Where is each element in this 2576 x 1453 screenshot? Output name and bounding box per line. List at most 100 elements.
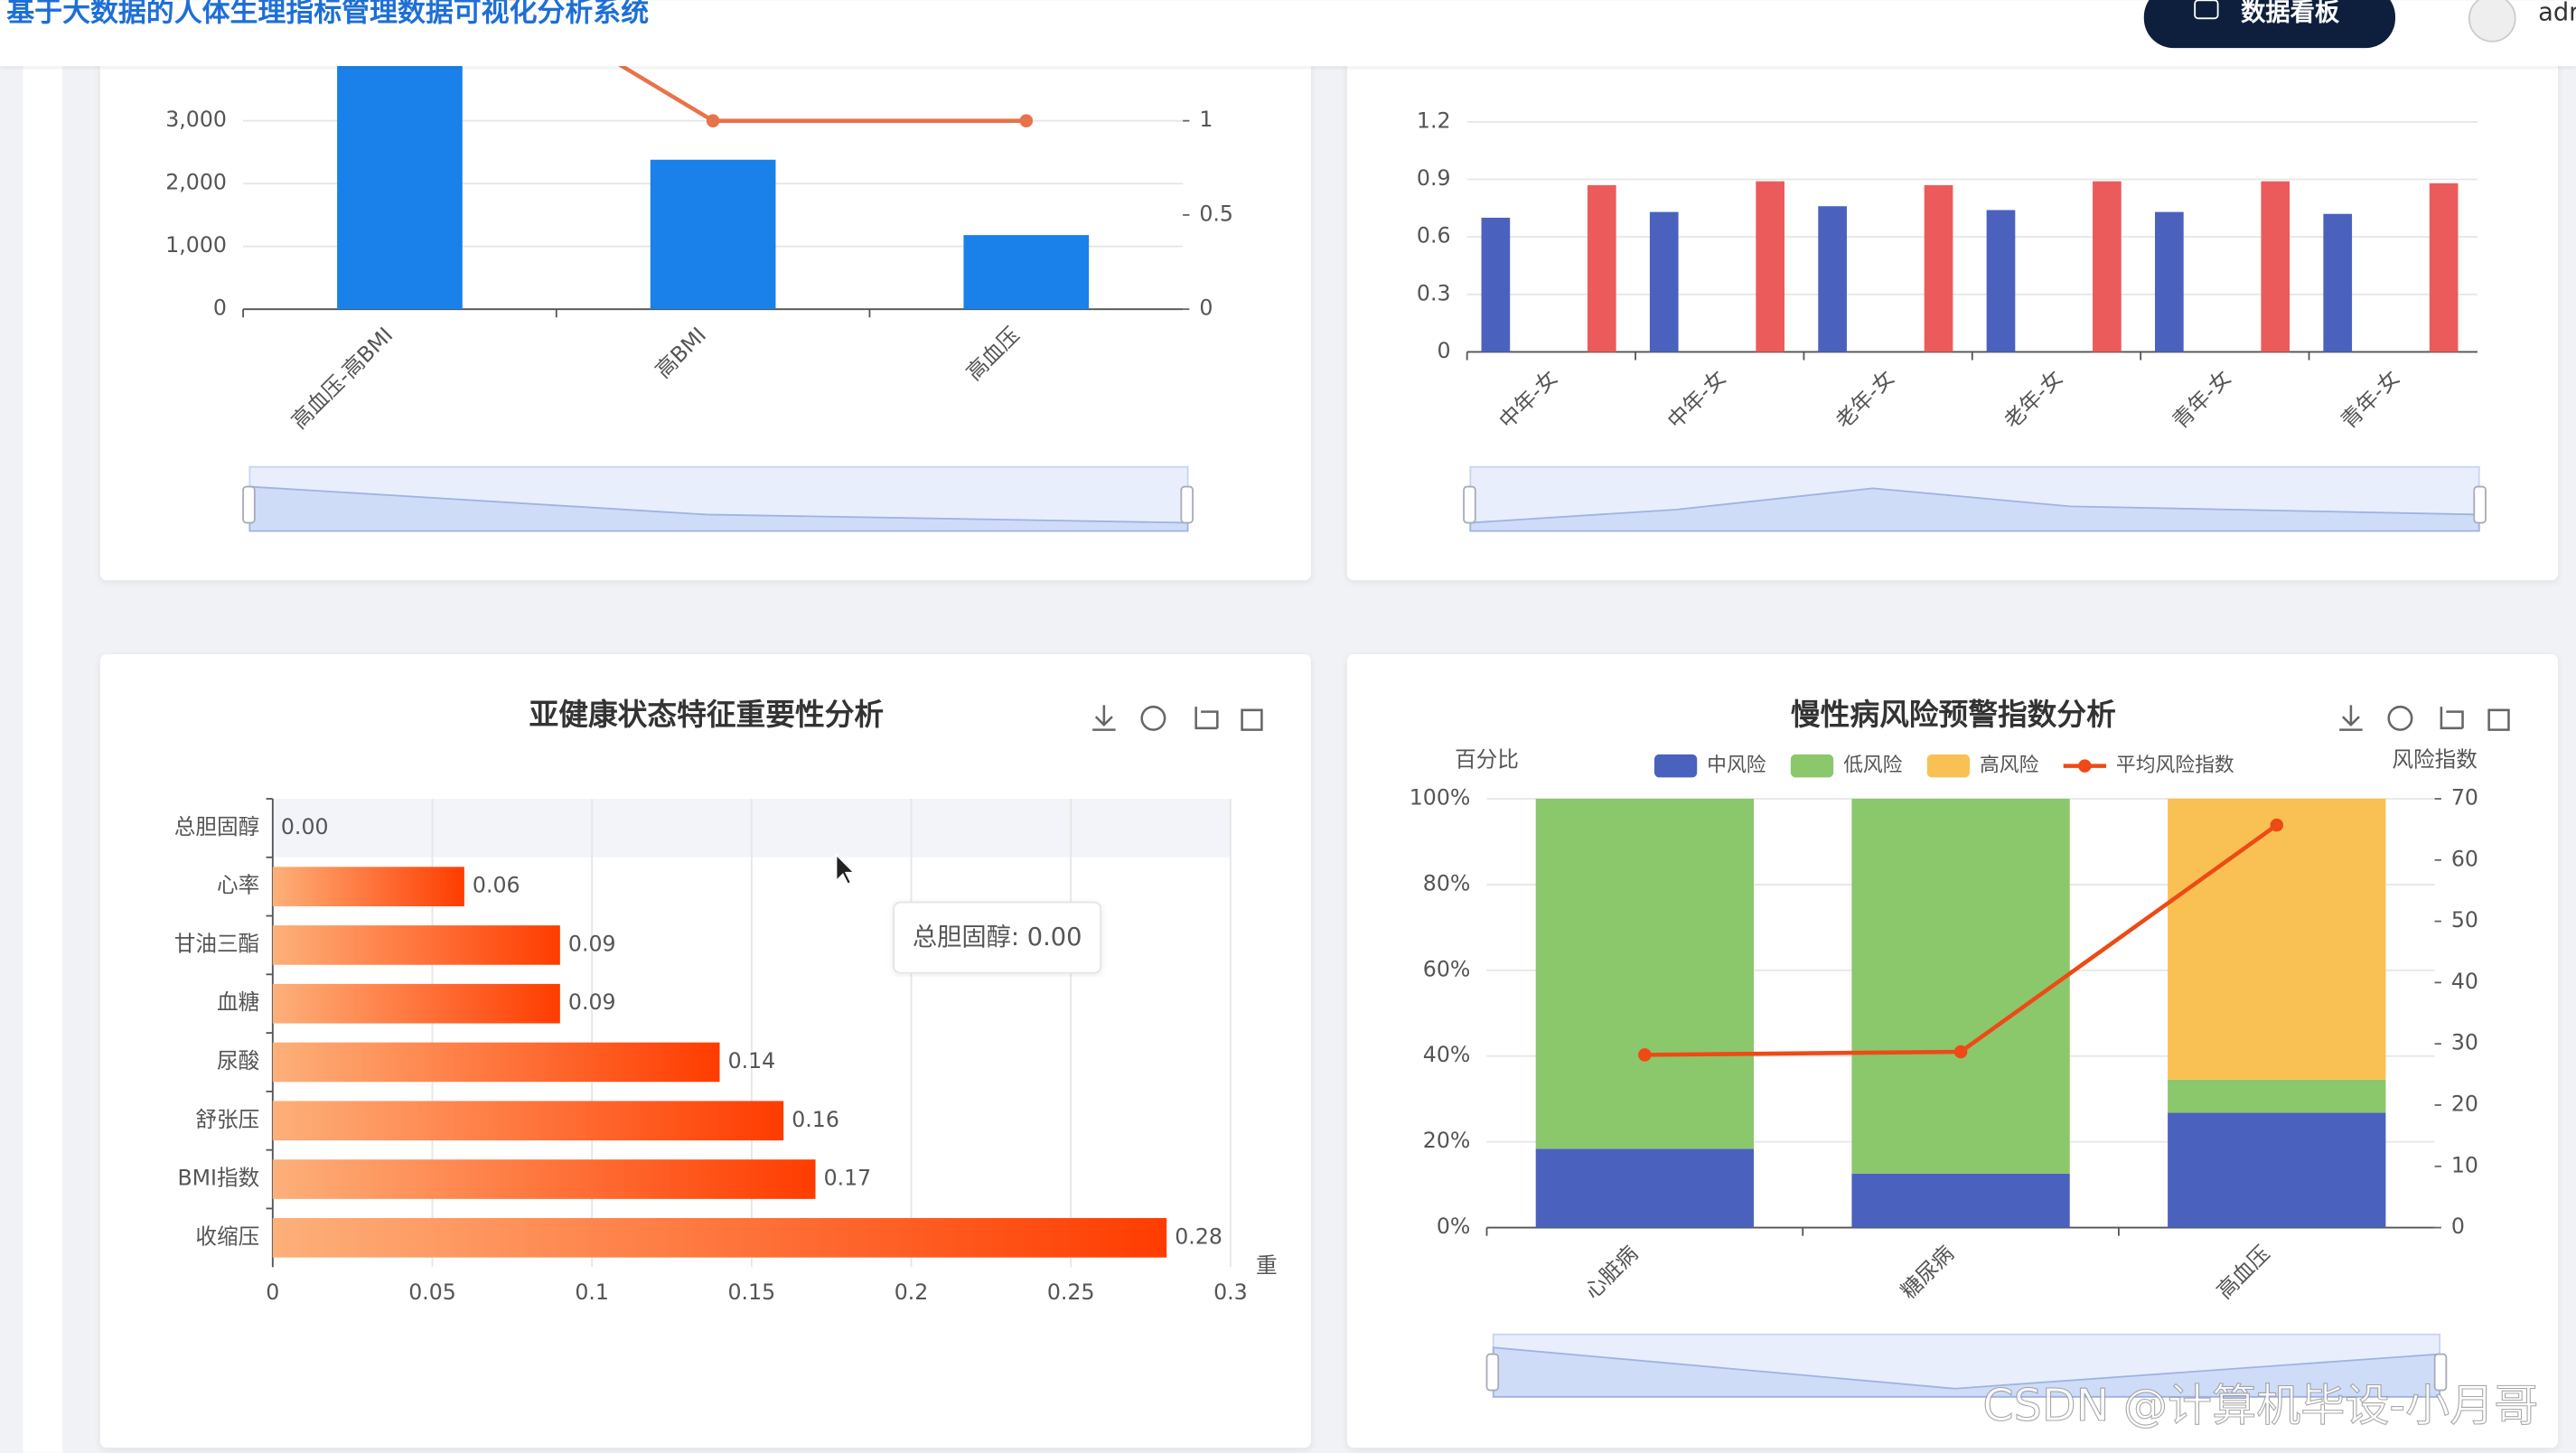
y-tick-label: 60% [1423, 956, 1471, 981]
zoom-handle[interactable] [2473, 485, 2487, 524]
y-axis-name: 百分比 [1455, 747, 1519, 773]
bar [1535, 799, 1755, 1149]
refresh-icon[interactable] [2387, 705, 2413, 731]
chart: 0% 20% 40% 60% 80% 100% 0 10 20 30 40 50 60 70 百分比 风险指数… [1410, 747, 2478, 1304]
y2-tick-label: 0 [1199, 295, 1213, 321]
dashboard-button[interactable] [2143, 0, 2395, 49]
y-tick-label: 80% [1423, 870, 1471, 895]
bar [272, 867, 464, 906]
save-icon[interactable] [1092, 705, 1116, 731]
restore-icon[interactable] [1241, 708, 1263, 731]
data-label: 0.09 [568, 989, 616, 1015]
y-tick-label: 0 [213, 295, 227, 321]
bar [2168, 799, 2386, 1080]
bar [2168, 1079, 2386, 1113]
restore-icon[interactable] [2487, 708, 2510, 731]
bar [1756, 181, 1784, 352]
y-tick-label: 总胆固醇 [174, 814, 260, 839]
legend-label: 高风险 [1980, 755, 2039, 777]
data-label: 0.14 [728, 1048, 776, 1073]
zoom-icon[interactable] [1194, 707, 1219, 730]
zoom-handle[interactable] [242, 485, 256, 524]
legend-swatch [1653, 754, 1698, 778]
data-zoom[interactable] [242, 465, 1194, 532]
x-tick-label: 0.3 [1213, 1280, 1248, 1305]
y2-tick-label: 0.5 [1199, 201, 1233, 226]
legend-swatch [1790, 754, 1834, 778]
data-label: 0.17 [824, 1166, 872, 1191]
bar [2429, 183, 2459, 352]
bar [1986, 210, 2016, 352]
y2-tick-label: 0 [2451, 1214, 2465, 1239]
y-tick-label: 舒张压 [195, 1107, 259, 1132]
y-tick-label: 心率 [217, 873, 259, 898]
tooltip-text: 总胆固醇: 0.00 [913, 923, 1082, 951]
bar [1587, 184, 1616, 352]
x-axis-name: 重 [1256, 1253, 1278, 1279]
y-tick-label: 0.9 [1417, 165, 1451, 191]
bar [2155, 211, 2184, 352]
zoom-handle[interactable] [1485, 1353, 1500, 1392]
y-tick-label: 100% [1410, 785, 1471, 811]
y-tick-label: 1.2 [1417, 108, 1451, 133]
data-zoom[interactable] [1463, 465, 2487, 532]
line-point [1638, 1048, 1652, 1062]
zoom-icon[interactable] [2440, 707, 2464, 730]
bar [2093, 181, 2122, 352]
line-point [1953, 1045, 1968, 1059]
cursor [835, 852, 857, 886]
y-tick-label: 血糖 [217, 989, 259, 1015]
y-tick-label: 2,000 [165, 170, 227, 195]
header: 基于大数据的人体生理指标管理数据可视化分析系统 数据看板 adr [0, 0, 2576, 67]
y2-axis-name: 风险指数 [2392, 747, 2478, 773]
y2-tick-label: 1 [1199, 107, 1213, 132]
y-tick-label: 1,000 [165, 232, 227, 258]
bar [1818, 206, 1847, 352]
y-tick-label: 0.6 [1417, 223, 1451, 248]
x-tick-label: 0.05 [408, 1280, 456, 1305]
bar [1851, 799, 2070, 1174]
zoom-handle[interactable] [1463, 485, 1476, 524]
bar [1649, 211, 1679, 352]
avatar[interactable] [2468, 0, 2516, 42]
bar [1535, 1148, 1755, 1228]
y2-tick-label: 20 [2451, 1091, 2478, 1116]
data-zoom[interactable] [1485, 1333, 2448, 1398]
data-label: 0.00 [281, 814, 329, 839]
y-tick-label: 0 [1437, 338, 1450, 363]
bar [272, 1101, 784, 1141]
line-point [706, 114, 720, 127]
button-label: 数据看板 [2241, 0, 2340, 26]
bar [337, 64, 463, 310]
watermark: CSDN @计算机毕设-小月哥 [1982, 1379, 2538, 1431]
x-tick-label: 0.1 [575, 1280, 609, 1305]
data-label: 0.28 [1175, 1223, 1222, 1249]
y-tick-label: 收缩压 [195, 1223, 259, 1249]
y-tick-label: 0.3 [1417, 280, 1451, 305]
save-icon[interactable] [2339, 705, 2363, 731]
y-tick-label: 20% [1423, 1128, 1471, 1153]
legend-label: 平均风险指数 [2116, 755, 2234, 777]
legend-label: 低风险 [1843, 755, 1903, 777]
x-tick-label: 0.2 [895, 1280, 929, 1305]
legend-swatch [1926, 754, 1971, 778]
y2-tick-label: 50 [2451, 907, 2478, 933]
y-tick-label: 0% [1437, 1214, 1470, 1239]
bar [963, 235, 1090, 310]
line-point [2270, 818, 2284, 832]
button-icon [2194, 0, 2219, 20]
data-label: 0.09 [568, 931, 616, 956]
refresh-icon[interactable] [1140, 705, 1166, 731]
y-tick-label: 甘油三酯 [174, 931, 260, 956]
y2-tick-label: 60 [2451, 846, 2478, 871]
bar [1924, 184, 1953, 352]
bar [1851, 1173, 2070, 1228]
zoom-handle[interactable] [1180, 485, 1194, 524]
chart-title: 亚健康状态特征重要性分析 [529, 698, 885, 732]
y-tick-label: 3,000 [165, 107, 227, 132]
zoom-handle[interactable] [2433, 1353, 2448, 1392]
y-tick-label: BMI指数 [177, 1166, 259, 1191]
